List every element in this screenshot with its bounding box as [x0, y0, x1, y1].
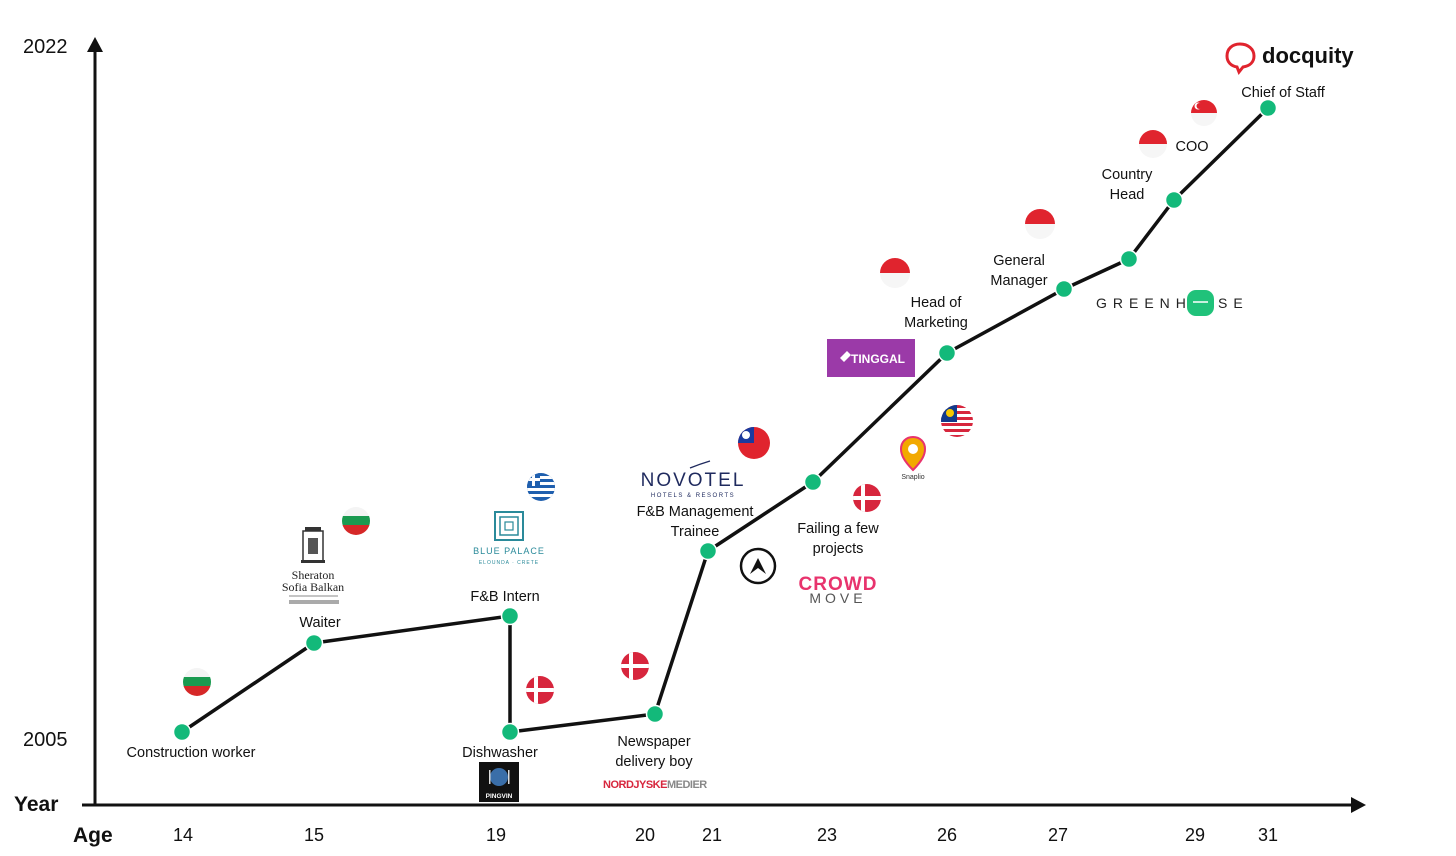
milestone-marker	[304, 633, 324, 653]
milestone-label: General Manager	[990, 253, 1047, 289]
milestone-label: COO	[1175, 139, 1208, 155]
milestone-markers	[172, 98, 1278, 742]
milestone-marker	[172, 722, 192, 742]
nordjyske-part2: MEDIER	[667, 779, 707, 791]
tinggal-tag-icon	[840, 351, 851, 362]
milestone-label: Head of Marketing	[904, 295, 968, 331]
milestone-marker	[1119, 249, 1139, 269]
crowdmove-crowd: CROWD	[799, 574, 878, 595]
blue-palace-name: BLUE PALACE	[473, 546, 545, 556]
denmark-flag-icon	[621, 652, 649, 680]
milestone-labels: Construction worker Waiter F&B Intern Dishw…	[127, 85, 1326, 770]
milestone-label: F&B Management Trainee	[637, 504, 754, 540]
blue-palace-emblem-icon	[494, 511, 524, 541]
indonesia-flag-icon	[1139, 130, 1167, 158]
pingvin-globe-icon	[490, 768, 508, 786]
y-axis-bottom-label: 2005	[23, 729, 68, 751]
milestone-marker	[500, 722, 520, 742]
sheraton-line1: Sheraton	[292, 568, 335, 582]
pingvin-text: PINGVIN	[486, 793, 513, 800]
indonesia-flag-icon	[880, 258, 910, 288]
x-axis-title: Age	[73, 824, 113, 847]
flags	[183, 100, 1217, 704]
svg-text:NORDJYSKEMEDIER: NORDJYSKEMEDIER	[603, 779, 707, 791]
milestone-label: Waiter	[299, 615, 341, 631]
milestone-label: Construction worker	[127, 745, 256, 761]
milestone-marker	[1164, 190, 1184, 210]
milestone-label: Newspaper delivery boy	[615, 734, 693, 770]
novotel-tagline: HOTELS & RESORTS	[651, 493, 735, 499]
malaysia-flag-icon	[941, 405, 973, 437]
milestone-label: Country Head	[1102, 167, 1154, 203]
x-axis-ticks: 14 15 19 20 21 23 26 27 29 31	[173, 825, 1278, 845]
pingvin-logo: PINGVIN	[479, 762, 519, 802]
milestone-marker	[698, 541, 718, 561]
blue-palace-logo: BLUE PALACE ELOUNDA · CRETE	[473, 511, 545, 566]
docquity-speech-icon	[1225, 42, 1256, 75]
bulgaria-flag-icon	[342, 507, 370, 535]
x-tick-label: 23	[817, 825, 837, 845]
milestone-label: Dishwasher	[462, 745, 538, 761]
x-tick-label: 26	[937, 825, 957, 845]
milestone-label: Failing a few projects	[797, 521, 879, 557]
taiwan-flag-icon	[738, 427, 770, 459]
docquity-logo: docquity	[1225, 42, 1354, 75]
sheraton-line2: Sofia Balkan	[282, 580, 344, 594]
greenhouse-part2: SE	[1218, 295, 1249, 311]
denmark-flag-icon	[526, 676, 554, 704]
nordjyske-part1: NORDJYSKE	[603, 779, 667, 791]
svg-text:CROWD: CROWD	[799, 574, 878, 595]
x-tick-label: 21	[702, 825, 722, 845]
greenhouse-o-icon	[1187, 290, 1214, 316]
novotel-logo: NOVOTEL HOTELS & RESORTS	[641, 460, 746, 499]
sheraton-building-icon	[301, 527, 325, 563]
y-axis-top-label: 2022	[23, 36, 68, 58]
crowdmove-logo: CROWD MOVE	[799, 574, 878, 606]
novotel-swoosh-icon	[689, 460, 711, 469]
milestone-marker	[1258, 98, 1278, 118]
milestone-marker	[1054, 279, 1074, 299]
milestone-marker	[937, 343, 957, 363]
snaplio-text: Snaplio	[901, 474, 924, 481]
singapore-flag-icon	[1191, 100, 1217, 126]
novotel-name: NOVOTEL	[641, 470, 746, 491]
tinggal-logo: TINGGAL	[827, 339, 915, 377]
tinggal-text: TINGGAL	[851, 352, 905, 366]
x-axis-arrowhead	[1351, 797, 1366, 813]
docquity-text: docquity	[1262, 43, 1354, 68]
x-tick-label: 31	[1258, 825, 1278, 845]
x-tick-label: 15	[304, 825, 324, 845]
milestone-marker	[645, 704, 665, 724]
snaplio-logo: Snaplio	[899, 435, 927, 481]
blue-palace-location: ELOUNDA · CRETE	[479, 560, 539, 566]
career-path-line	[181, 106, 1270, 734]
milestone-label: Chief of Staff	[1241, 85, 1326, 101]
crowdmove-move: MOVE	[809, 590, 866, 606]
x-tick-label: 14	[173, 825, 193, 845]
milestone-label: F&B Intern	[470, 589, 539, 605]
axes: 2022 2005 Year Age 14 15 19 20 21 23 26 27 29 31	[14, 36, 1366, 847]
x-tick-label: 27	[1048, 825, 1068, 845]
bulgaria-flag-icon	[183, 668, 211, 696]
denmark-flag-icon	[853, 484, 881, 512]
y-axis-arrowhead	[87, 37, 103, 52]
x-tick-label: 20	[635, 825, 655, 845]
greece-flag-icon	[527, 473, 555, 501]
x-tick-label: 29	[1185, 825, 1205, 845]
y-axis-title: Year	[14, 793, 58, 816]
x-tick-label: 19	[486, 825, 506, 845]
circular-badge-logo	[739, 547, 777, 585]
nordjyske-medier-logo: NORDJYSKEMEDIER	[603, 779, 708, 791]
greenhouse-logo: GREENH SE	[1096, 290, 1249, 316]
greenhouse-part1: GREENH	[1096, 295, 1192, 311]
milestone-marker	[803, 472, 823, 492]
milestone-marker	[500, 606, 520, 626]
indonesia-flag-icon	[1025, 209, 1055, 239]
sheraton-sofia-balkan-logo: Sheraton Sofia Balkan	[282, 527, 344, 604]
